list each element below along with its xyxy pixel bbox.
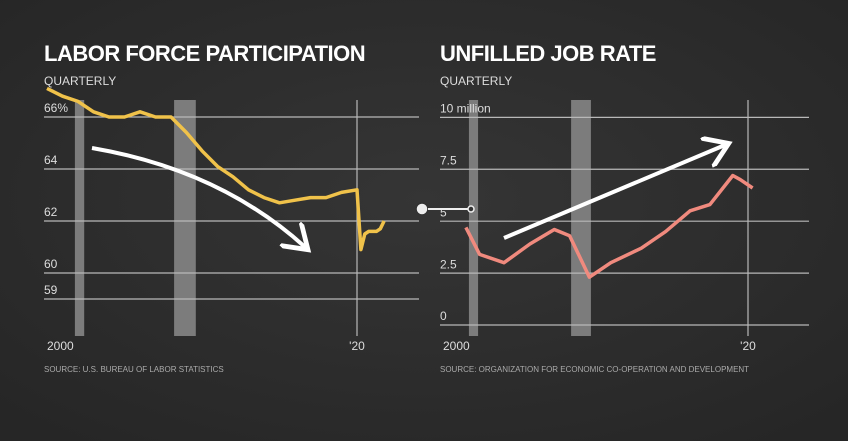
slider-widget[interactable] [415,202,475,216]
x-tick-label: 2000 [443,339,470,353]
y-tick-label: 66% [44,101,68,115]
data-line [46,86,386,252]
chart-subtitle: QUARTERLY [440,74,512,88]
shaded-period [174,100,196,336]
trend-arrow [503,145,725,240]
shaded-period [74,100,85,336]
source-note: SOURCE: U.S. BUREAU OF LABOR STATISTICS [44,365,224,374]
y-tick-label: 62 [44,205,58,219]
data-line [464,173,754,279]
y-tick-label: 60 [44,257,58,271]
chart-title: UNFILLED JOB RATE [440,41,656,66]
slider-end [467,205,475,213]
chart-subtitle: QUARTERLY [44,74,116,88]
shaded-period [468,100,479,336]
slider-handle[interactable] [415,202,429,216]
trend-arrow [91,146,305,247]
y-tick-label: 5 [440,205,447,219]
x-tick-label: '20 [349,339,365,353]
source-note: SOURCE: ORGANIZATION FOR ECONOMIC CO-OPE… [440,365,749,374]
shaded-period [571,100,591,336]
chart-title: LABOR FORCE PARTICIPATION [44,41,365,66]
y-tick-label: 0 [440,309,447,323]
y-tick-label: 10 million [440,102,491,116]
y-tick-label: 7.5 [440,153,457,167]
x-tick-label: '20 [740,339,756,353]
x-tick-label: 2000 [47,339,74,353]
y-tick-label: 64 [44,153,58,167]
y-tick-label: 2.5 [440,257,457,271]
y-tick-label: 59 [44,283,58,297]
